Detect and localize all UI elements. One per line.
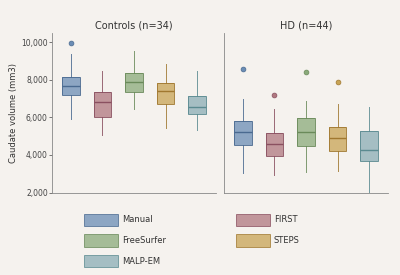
Bar: [125, 73, 143, 92]
Bar: [62, 77, 80, 95]
Bar: [94, 92, 111, 117]
Bar: [234, 121, 252, 145]
Bar: [157, 83, 174, 104]
Bar: [188, 96, 206, 114]
Text: MALP-EM: MALP-EM: [122, 257, 160, 266]
Bar: [188, 96, 206, 114]
Y-axis label: Caudate volume (mm3): Caudate volume (mm3): [10, 63, 18, 163]
Bar: [297, 118, 315, 145]
Title: Controls (n=34): Controls (n=34): [95, 21, 173, 31]
Point: [240, 67, 246, 71]
Bar: [157, 83, 174, 104]
Bar: [360, 131, 378, 161]
Title: HD (n=44): HD (n=44): [280, 21, 332, 31]
Point: [68, 40, 74, 45]
Text: STEPS: STEPS: [274, 236, 300, 245]
Bar: [297, 118, 315, 145]
Bar: [266, 133, 283, 156]
Bar: [329, 127, 346, 151]
Bar: [234, 121, 252, 145]
Bar: [360, 131, 378, 161]
Bar: [94, 92, 111, 117]
Text: Manual: Manual: [122, 216, 153, 224]
Text: FIRST: FIRST: [274, 216, 298, 224]
Bar: [62, 77, 80, 95]
Bar: [329, 127, 346, 151]
Point: [334, 79, 341, 84]
Text: FreeSurfer: FreeSurfer: [122, 236, 166, 245]
Point: [271, 93, 278, 97]
Point: [303, 70, 309, 75]
Bar: [266, 133, 283, 156]
Bar: [125, 73, 143, 92]
